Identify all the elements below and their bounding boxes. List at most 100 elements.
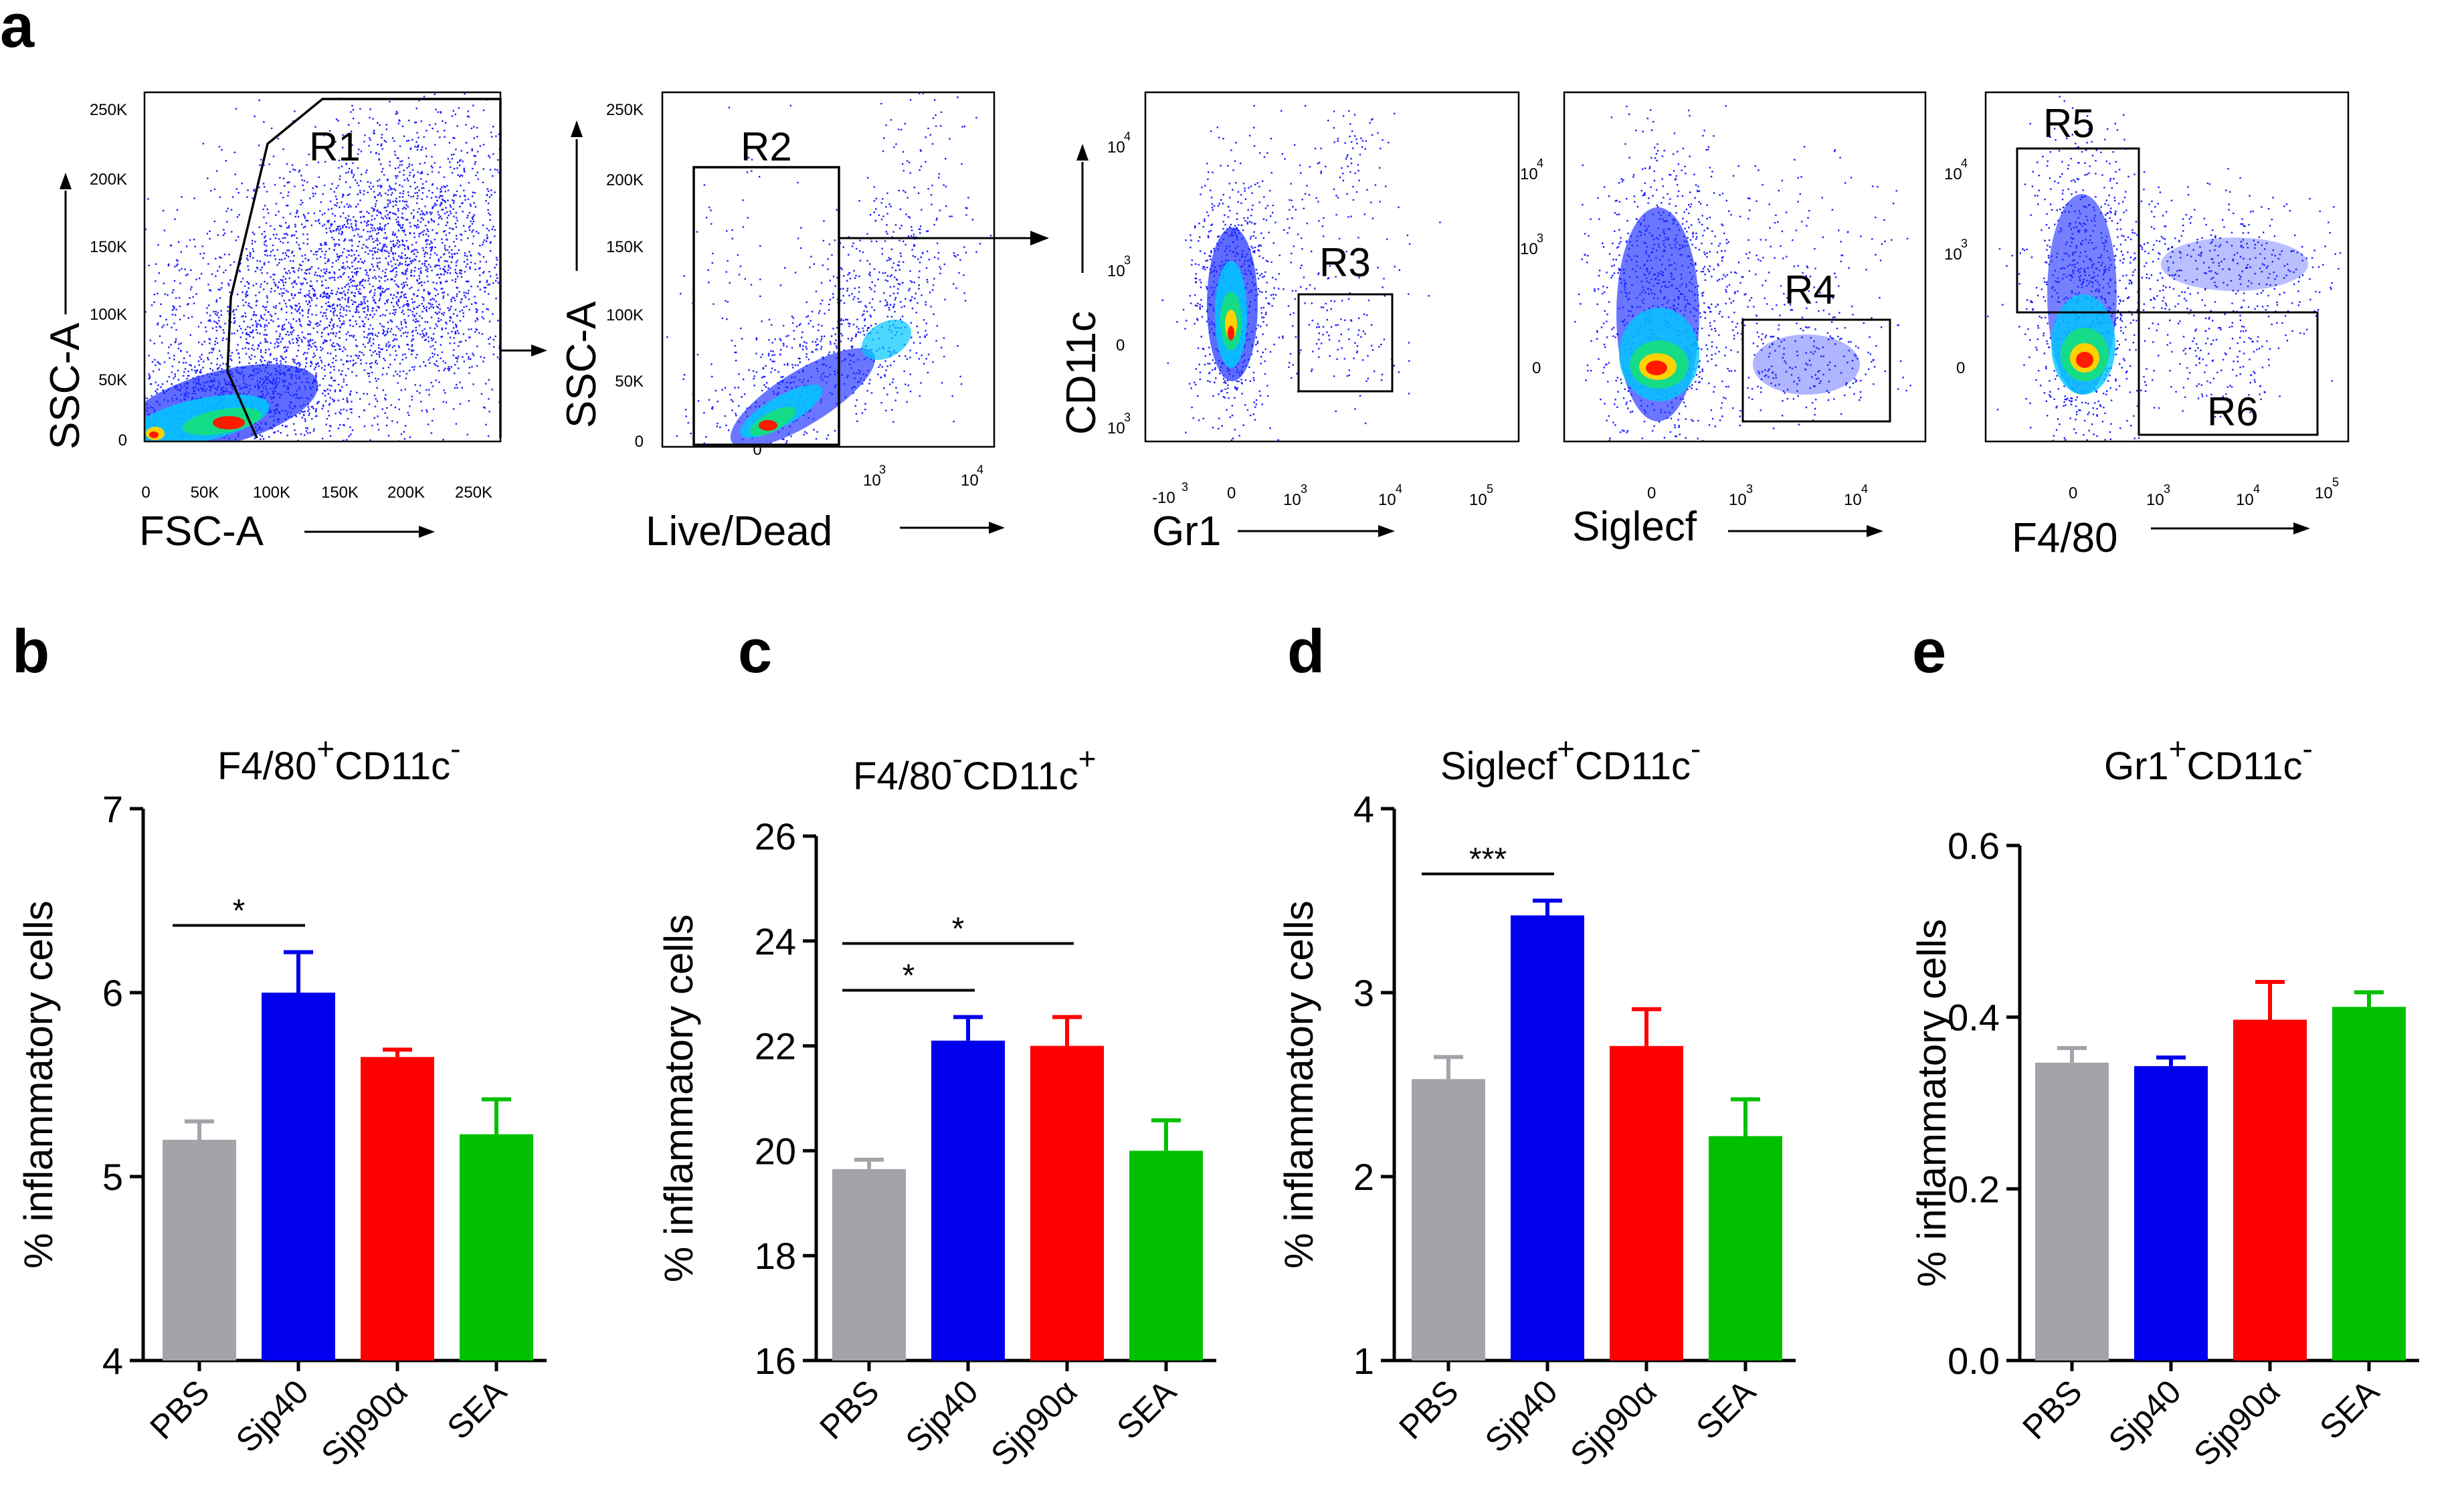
event-dot [450, 166, 452, 169]
event-dot [270, 288, 272, 290]
event-dot [779, 454, 780, 455]
event-dot [474, 320, 476, 322]
event-dot [177, 484, 178, 485]
event-dot [389, 211, 391, 213]
event-dot [434, 288, 436, 290]
event-dot [383, 291, 385, 293]
event-dot [381, 373, 383, 376]
event-dot [290, 306, 293, 308]
event-dot [406, 284, 408, 286]
event-dot [296, 355, 298, 357]
event-dot [183, 357, 185, 359]
event-dot [423, 229, 425, 232]
event-dot [309, 305, 312, 307]
event-dot [316, 325, 318, 327]
event-dot [397, 298, 399, 300]
event-dot [355, 311, 357, 313]
event-dot [272, 447, 274, 449]
event-dot [743, 393, 746, 395]
event-dot [452, 172, 454, 174]
event-dot [202, 367, 204, 369]
event-dot [347, 206, 349, 208]
event-dot [285, 318, 288, 321]
event-dot [537, 336, 539, 337]
event-dot [465, 124, 467, 126]
event-dot [442, 314, 445, 316]
event-dot [369, 137, 371, 139]
event-dot [387, 205, 389, 207]
event-dot [187, 371, 189, 373]
event-dot [449, 204, 452, 206]
event-dot [334, 389, 337, 391]
event-dot [177, 347, 180, 350]
event-dot [565, 167, 566, 168]
event-dot [428, 389, 430, 391]
event-dot [305, 358, 307, 361]
event-dot [308, 408, 310, 411]
event-dot [387, 346, 390, 348]
event-dot [464, 93, 466, 95]
event-dot [274, 184, 276, 186]
event-dot [187, 375, 190, 377]
event-dot [402, 305, 404, 308]
event-dot [317, 220, 319, 222]
event-dot [245, 353, 248, 355]
event-dot [828, 243, 831, 245]
event-dot [476, 136, 478, 138]
event-dot [387, 264, 389, 266]
event-dot [472, 229, 474, 231]
event-dot [332, 262, 334, 264]
event-dot [314, 411, 317, 413]
event-dot [278, 302, 281, 304]
event-dot [256, 326, 258, 328]
event-dot [349, 360, 351, 362]
event-dot [274, 228, 276, 230]
event-dot [421, 148, 423, 150]
event-dot [371, 264, 373, 266]
event-dot [393, 213, 395, 215]
event-dot [367, 280, 369, 282]
event-dot [317, 362, 319, 364]
event-dot [428, 336, 430, 338]
event-dot [364, 346, 366, 348]
event-dot [107, 458, 108, 459]
event-dot [203, 447, 204, 448]
event-dot [863, 334, 866, 336]
event-dot [276, 340, 278, 343]
event-dot [492, 175, 494, 177]
event-dot [374, 217, 376, 220]
event-dot [453, 195, 455, 197]
event-dot [346, 256, 348, 258]
event-dot [391, 137, 394, 139]
event-dot [434, 246, 436, 248]
event-dot [403, 174, 405, 176]
event-dot [394, 154, 397, 156]
event-dot [150, 383, 153, 385]
event-dot [761, 389, 763, 392]
event-dot [412, 260, 414, 262]
event-dot [285, 290, 288, 292]
event-dot [863, 310, 865, 312]
event-dot [495, 298, 497, 300]
event-dot [363, 369, 366, 371]
event-dot [752, 370, 755, 372]
event-dot [445, 234, 447, 236]
event-dot [557, 98, 558, 100]
event-dot [424, 260, 426, 262]
event-dot [161, 383, 164, 385]
event-dot [438, 217, 440, 219]
event-dot [375, 353, 378, 355]
event-dot [397, 216, 399, 218]
event-dot [805, 356, 808, 358]
event-dot [399, 262, 401, 264]
event-dot [441, 209, 443, 211]
event-dot [230, 209, 233, 211]
event-dot [309, 285, 311, 287]
event-dot [379, 227, 381, 229]
event-dot [373, 210, 375, 212]
event-dot [294, 308, 296, 310]
event-dot [156, 392, 158, 394]
event-dot [385, 236, 388, 239]
event-dot [288, 227, 290, 229]
event-dot [439, 195, 442, 197]
